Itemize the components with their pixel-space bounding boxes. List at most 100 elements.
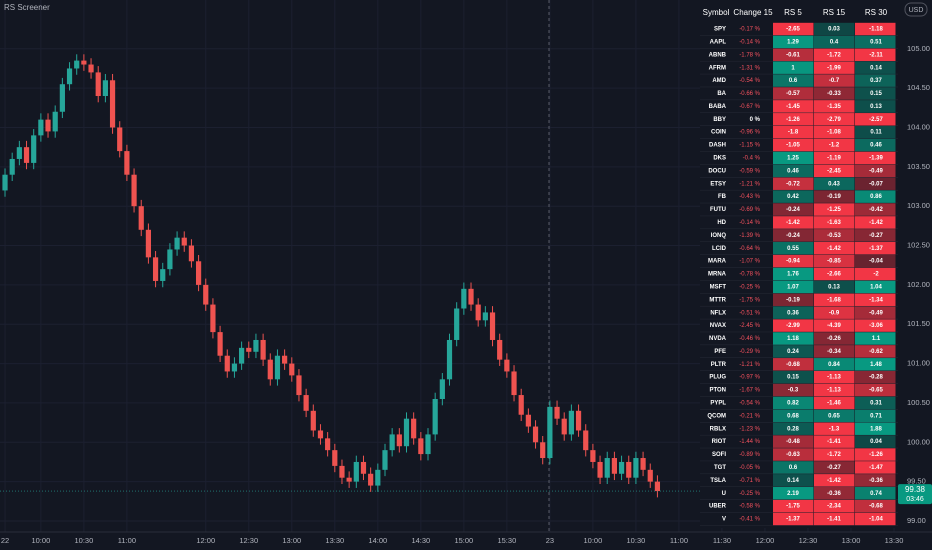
rs-value: 1.07	[787, 284, 799, 290]
change-15: -0.46 %	[739, 336, 760, 342]
rs-value: -1.41	[827, 439, 841, 445]
rs-value: -1.75	[786, 504, 800, 510]
rs-cell	[814, 422, 855, 435]
candle-body	[654, 481, 661, 492]
rs-value: -1.35	[827, 104, 841, 110]
rs-value: -1.42	[827, 478, 841, 484]
rs-cell	[814, 487, 855, 500]
rs-cell	[814, 306, 855, 319]
rs-cell	[855, 113, 896, 126]
rs-value: -0.49	[869, 310, 883, 316]
rs-value: 0.15	[787, 375, 799, 381]
symbol: HD	[717, 220, 726, 226]
rs-cell	[773, 461, 814, 474]
rs-cell	[855, 435, 896, 448]
rs-value: -1.42	[827, 246, 841, 252]
candle-body	[375, 469, 381, 486]
candle-body	[626, 461, 632, 478]
candle-body	[52, 111, 58, 132]
rs-cell	[814, 138, 855, 152]
rs-cell	[814, 48, 855, 61]
candle-body	[203, 284, 209, 305]
candle-body	[432, 399, 438, 435]
symbol: U	[722, 491, 726, 497]
rs-value: -0.72	[786, 181, 800, 187]
candle-body	[282, 355, 288, 364]
indicator-title: RS Screener	[4, 3, 50, 12]
change-15: -0.25 %	[739, 491, 760, 497]
x-tick-label: 14:00	[368, 536, 387, 545]
rs-cell	[814, 512, 855, 526]
price-axis	[898, 0, 932, 550]
rs-value: -2.34	[827, 504, 841, 510]
change-15: -0.17 %	[739, 27, 760, 33]
rs-cell	[773, 151, 814, 165]
rs-value: -0.62	[869, 349, 883, 355]
change-15: -0.71 %	[739, 478, 760, 484]
symbol: BA	[717, 91, 726, 97]
countdown-label: 03:46	[906, 496, 924, 503]
candle-body	[325, 438, 331, 451]
rs-value: 0.36	[787, 310, 799, 316]
rs-value: -2.57	[869, 117, 883, 123]
symbol: QCOM	[707, 413, 726, 419]
candle-body	[382, 450, 388, 470]
symbol: PTON	[709, 388, 726, 394]
rs-value: -0.63	[786, 452, 800, 458]
rs-cell	[855, 396, 896, 410]
change-15: -0.25 %	[739, 284, 760, 290]
rs-value: -0.3	[788, 388, 799, 394]
rs-cell	[855, 100, 896, 113]
symbol: RIOT	[712, 439, 727, 445]
rs-cell	[814, 267, 855, 281]
change-15: -0.64 %	[739, 246, 760, 252]
rs-cell	[773, 22, 814, 36]
rs-cell	[773, 448, 814, 461]
rs-cell	[814, 203, 855, 216]
symbol: ETSY	[710, 181, 726, 187]
rs-value: -2.79	[827, 117, 841, 123]
x-tick-label: 23	[546, 536, 554, 545]
candle-body	[396, 434, 402, 447]
symbol: AFRM	[709, 65, 726, 71]
rs-cell	[855, 61, 896, 74]
rs-cell	[814, 280, 855, 294]
x-tick-label: 15:30	[497, 536, 516, 545]
change-15: -0.05 %	[739, 465, 760, 471]
screener-table: Symbol Change 15 RS 5 RS 15 RS 30 SPY -0.17 % -…	[700, 0, 898, 528]
rs-cell	[773, 293, 814, 306]
rs-cell	[814, 345, 855, 358]
rs-cell	[773, 319, 814, 332]
rs-cell	[773, 345, 814, 358]
rs-cell	[773, 306, 814, 319]
candle-body	[239, 347, 245, 364]
rs-cell	[855, 448, 896, 461]
rs-cell	[773, 125, 814, 139]
candle-body	[9, 158, 15, 175]
symbol: MRNA	[708, 272, 727, 278]
rs-cell	[855, 319, 896, 332]
candle-body	[296, 375, 302, 396]
rs-cell	[855, 293, 896, 306]
rs-value: 0.43	[828, 181, 840, 187]
candle-body	[633, 458, 639, 478]
symbol: NVAX	[710, 323, 726, 329]
rs-cell	[855, 267, 896, 281]
rs-value: -1.39	[869, 156, 883, 162]
candle-body	[95, 72, 101, 97]
symbol: AAPL	[710, 39, 727, 45]
rs-value: 0.42	[787, 194, 799, 200]
rs-cell	[773, 216, 814, 229]
candle-body	[489, 312, 496, 340]
rs-cell	[773, 48, 814, 61]
symbol: BBY	[713, 117, 726, 123]
symbol: FB	[718, 194, 727, 200]
rs-cell	[855, 229, 896, 242]
rs-value: 0.31	[870, 401, 882, 407]
rs-cell	[773, 499, 814, 513]
rs-value: -0.34	[827, 349, 841, 355]
last-price-label: 99.38	[905, 485, 926, 494]
candle-body	[174, 237, 180, 250]
symbol: AMD	[712, 78, 726, 84]
change-15: -1.07 %	[739, 259, 760, 265]
